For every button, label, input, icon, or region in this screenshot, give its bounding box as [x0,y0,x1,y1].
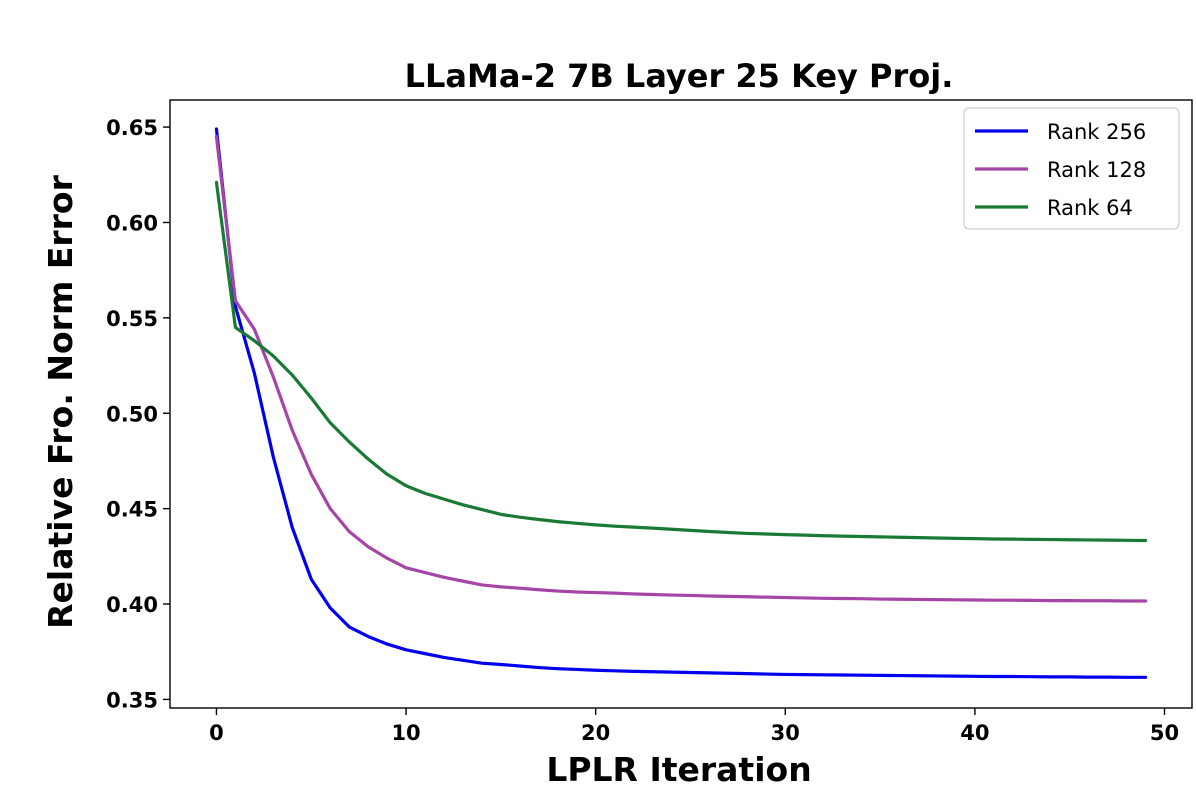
legend-items: Rank 256 Rank 128 Rank 64 [975,120,1146,220]
y-tick-label-2: 0.45 [106,498,158,522]
y-tick-label-3: 0.50 [106,402,158,426]
y-tick-label-6: 0.65 [106,116,158,140]
x-axis-label: LPLR Iteration [546,750,811,789]
legend-label-2: Rank 64 [1047,196,1133,220]
legend-label-0: Rank 256 [1047,120,1146,144]
y-tick-label-1: 0.40 [106,593,158,617]
x-tick-label-1: 10 [391,721,420,745]
x-tick-label-5: 50 [1150,721,1179,745]
legend-label-1: Rank 128 [1047,158,1146,182]
x-axis-ticks: 0 10 20 30 40 50 [209,708,1179,745]
y-axis-ticks: 0.35 0.40 0.45 0.50 0.55 0.60 0.65 [106,116,170,712]
x-tick-label-2: 20 [581,721,610,745]
chart-title: LLaMa-2 7B Layer 25 Key Proj. [405,57,954,95]
series-line-0 [214,127,1148,679]
y-tick-label-5: 0.60 [106,211,158,235]
y-tick-label-4: 0.55 [106,307,158,331]
legend: Rank 256 Rank 128 Rank 64 [963,107,1180,230]
legend-box [963,107,1180,230]
y-tick-label-0: 0.35 [106,688,158,712]
plot-frame [169,99,1193,709]
x-tick-label-3: 30 [771,721,800,745]
series-line-1 [214,135,1148,603]
series-line-2 [214,180,1148,543]
plot-lines [214,127,1148,679]
x-tick-label-4: 40 [960,721,989,745]
x-tick-label-0: 0 [209,721,224,745]
y-axis-label: Relative Fro. Norm Error [41,174,80,628]
